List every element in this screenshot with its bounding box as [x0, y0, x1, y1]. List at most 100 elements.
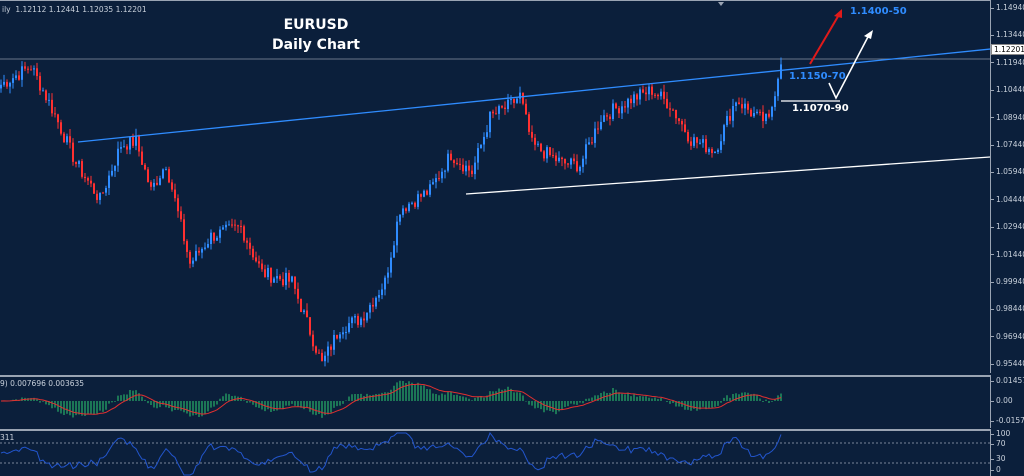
- candle: [537, 143, 539, 145]
- red-arrow-icon: [809, 12, 841, 65]
- rsi-axis-30: 30: [991, 454, 1006, 463]
- candle: [369, 304, 371, 313]
- price-tick: 0.99940: [991, 277, 1024, 286]
- candle: [402, 208, 404, 215]
- candle: [474, 162, 476, 175]
- candle: [600, 121, 602, 130]
- rsi-plot: [0, 432, 990, 476]
- candle: [480, 144, 482, 149]
- candle: [573, 158, 575, 162]
- rsi-info: 311: [0, 433, 15, 442]
- white-arrow-icon: [828, 32, 871, 100]
- candle: [441, 171, 443, 179]
- candle: [378, 294, 380, 298]
- candle: [63, 133, 65, 143]
- candle: [483, 136, 485, 145]
- chart-subtitle: Daily Chart: [272, 37, 360, 53]
- candle: [276, 276, 278, 279]
- candle: [771, 106, 773, 117]
- candle: [6, 81, 8, 87]
- candle: [522, 92, 524, 104]
- candle: [507, 99, 509, 109]
- candle: [303, 310, 305, 313]
- candle: [654, 94, 656, 96]
- candle: [633, 94, 635, 104]
- candle: [492, 111, 494, 114]
- candle: [636, 94, 638, 100]
- candle: [762, 111, 764, 122]
- rsi-line: [0, 432, 782, 476]
- candle: [249, 242, 251, 249]
- candle: [114, 165, 116, 171]
- candle: [540, 143, 542, 152]
- candle: [36, 68, 38, 77]
- candle: [678, 118, 680, 122]
- candle: [363, 318, 365, 321]
- candle: [21, 66, 23, 80]
- candle: [72, 142, 74, 162]
- candle: [252, 248, 254, 258]
- candle: [108, 175, 110, 188]
- candle: [744, 103, 746, 109]
- candle: [9, 82, 11, 87]
- candle: [144, 164, 146, 170]
- candle: [714, 151, 716, 154]
- candle: [465, 165, 467, 172]
- candle: [42, 90, 44, 92]
- candle: [45, 90, 47, 101]
- candle: [444, 170, 446, 172]
- candle: [615, 103, 617, 109]
- candle: [660, 91, 662, 97]
- candle: [129, 136, 131, 150]
- candle: [675, 109, 677, 119]
- candle: [687, 131, 689, 142]
- price-tick: 0.95440: [991, 359, 1024, 368]
- candle: [309, 317, 311, 335]
- candle: [384, 277, 386, 290]
- candle: [294, 276, 296, 289]
- candle: [750, 109, 752, 117]
- candle: [339, 334, 341, 339]
- candle: [69, 136, 71, 143]
- macd-info: 9) 0.007696 0.003635: [0, 379, 85, 388]
- candle: [135, 135, 137, 146]
- candle: [351, 317, 353, 324]
- candle: [153, 182, 155, 187]
- candle: [183, 219, 185, 242]
- macd-axis-zero: 0.00: [991, 396, 1013, 405]
- macd-panel[interactable]: 9) 0.007696 0.003635: [0, 375, 991, 428]
- candle: [81, 161, 83, 177]
- ohlc-info: ily 1.12112 1.12441 1.12035 1.12201: [2, 5, 147, 14]
- candle: [570, 158, 572, 165]
- candle: [396, 221, 398, 246]
- price-chart[interactable]: ily 1.12112 1.12441 1.12035 1.12201 EURU…: [0, 0, 991, 373]
- candle: [189, 251, 191, 264]
- candle: [450, 153, 452, 161]
- candle: [516, 98, 518, 103]
- candlestick-plot: [0, 2, 990, 367]
- candle: [39, 76, 41, 91]
- candle: [270, 267, 272, 283]
- rsi-axis-100: 100: [991, 429, 1010, 438]
- candle: [111, 170, 113, 176]
- candle: [240, 225, 242, 227]
- candle: [708, 149, 710, 153]
- candle: [768, 113, 770, 117]
- candle: [27, 68, 29, 70]
- rsi-panel[interactable]: 311: [0, 429, 991, 476]
- candle: [231, 224, 233, 226]
- candle: [168, 169, 170, 183]
- candle: [387, 272, 389, 278]
- candle: [99, 192, 101, 200]
- price-tick: 1.05940: [991, 167, 1024, 176]
- price-tick: 0.96940: [991, 332, 1024, 341]
- candle: [0, 84, 2, 89]
- candle: [327, 346, 329, 356]
- candle: [30, 69, 32, 71]
- candle: [273, 278, 275, 283]
- price-tick: 1.10440: [991, 85, 1024, 94]
- candle: [93, 183, 95, 194]
- candle: [234, 224, 236, 226]
- candle: [90, 180, 92, 184]
- candle: [360, 318, 362, 325]
